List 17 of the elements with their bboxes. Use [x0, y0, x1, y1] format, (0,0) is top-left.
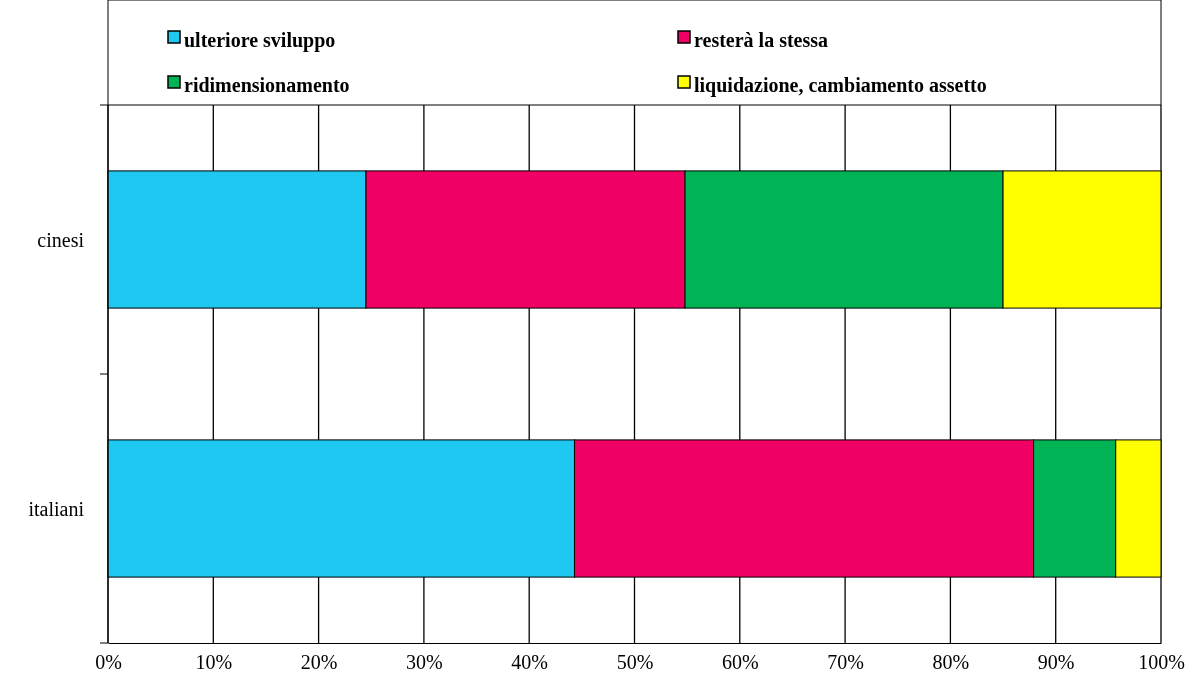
y-tick-label: italiani	[28, 497, 85, 520]
x-tick-label: 50%	[616, 651, 654, 674]
x-tick-label: 0%	[95, 651, 122, 674]
x-tick-label: 30%	[406, 651, 443, 674]
x-tick-label: 60%	[721, 651, 759, 674]
x-tick-label: 80%	[932, 651, 970, 674]
x-tick-label: 20%	[300, 651, 338, 674]
x-tick-label: 10%	[195, 651, 233, 674]
legend-label: ulteriore sviluppo	[184, 29, 336, 52]
legend-label: resterà la stessa	[694, 29, 829, 51]
legend-label: ridimensionamento	[184, 74, 350, 96]
x-tick-label: 70%	[827, 651, 864, 674]
x-tick-label: 90%	[1037, 651, 1075, 674]
y-tick-label: cinesi	[37, 228, 85, 251]
x-tick-label: 100%	[1138, 651, 1185, 674]
x-tick-label: 40%	[511, 651, 549, 674]
legend-label: liquidazione, cambiamento assetto	[694, 74, 987, 97]
